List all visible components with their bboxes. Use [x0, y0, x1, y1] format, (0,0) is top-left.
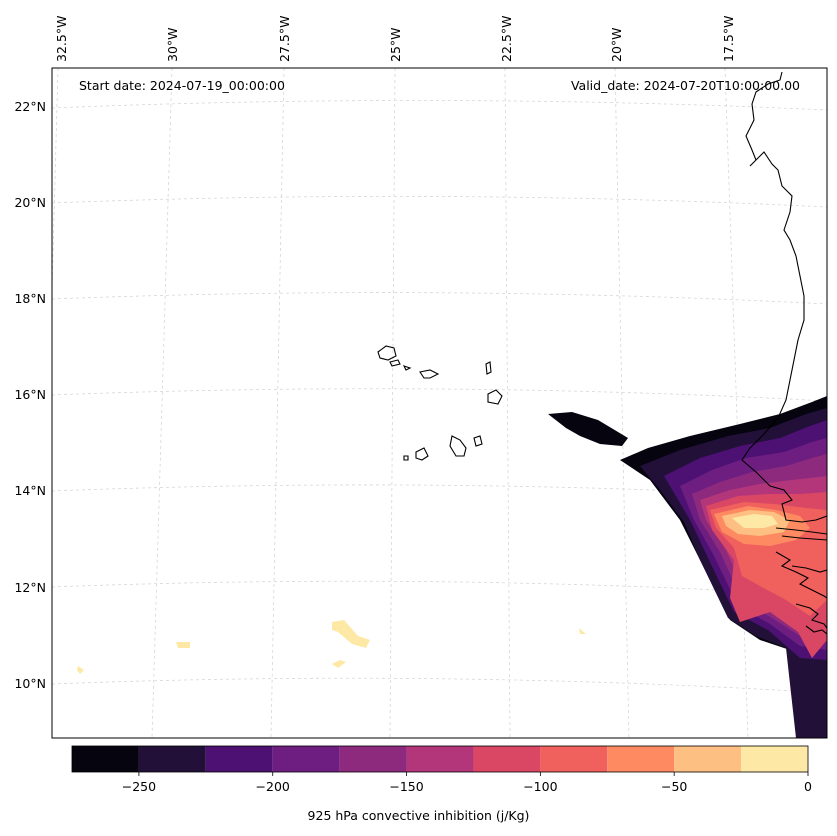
coastline-gambia [775, 527, 827, 541]
gridline-lon-27-5 [270, 68, 285, 738]
lon-label-32-5w: 32.5°W [54, 16, 69, 62]
colorbar-ticks: −250 −200 −150 −100 −50 0 [122, 772, 812, 794]
cin-patch-2 [332, 660, 346, 668]
gridline-lon-25 [389, 68, 396, 738]
lat-label-12n: 12°N [14, 580, 46, 595]
colorbar-frame [71, 745, 809, 773]
gridline-lat-20 [52, 195, 827, 208]
lat-label-10n: 10°N [14, 676, 46, 691]
cin-patch-1 [332, 620, 370, 648]
gridline-lat-16 [52, 388, 827, 402]
colorbar-tick-label: −50 [661, 779, 687, 794]
colorbar-cell [741, 746, 808, 772]
start-date-annotation: Start date: 2024-07-19_00:00:00 [79, 78, 285, 93]
lon-label-17-5w: 17.5°W [721, 16, 736, 62]
gridline-lon-30 [151, 68, 173, 738]
coastlines [377, 71, 827, 635]
cin-band-pale-yellow [732, 514, 778, 528]
colorbar-tick-label: −100 [523, 779, 557, 794]
cin-contours [77, 396, 827, 738]
colorbar-cell [607, 746, 675, 772]
gridline-lat-10 [52, 677, 827, 694]
longitude-labels: 32.5°W 30°W 27.5°W 25°W 22.5°W 20°W 17.5… [54, 16, 736, 62]
colorbar-cell [540, 746, 608, 772]
colorbar-tick-label: −250 [122, 779, 156, 794]
lon-label-30w: 30°W [165, 27, 180, 62]
latitude-labels: 22°N 20°N 18°N 16°N 14°N 12°N 10°N [14, 99, 46, 691]
island-sao-nicolau [419, 369, 440, 379]
lon-label-25w: 25°W [388, 27, 403, 62]
coastline-guinea-bissau [775, 551, 827, 635]
gridline-lat-18 [52, 292, 827, 305]
cin-patch-5 [579, 628, 586, 634]
island-maio [473, 435, 483, 447]
colorbar-label: 925 hPa convective inhibition (j/Kg) [307, 808, 530, 823]
gridline-lat-14 [52, 484, 827, 499]
lon-label-22-5w: 22.5°W [499, 16, 514, 62]
coastline-africa [741, 71, 827, 523]
gridline-lon-20 [614, 68, 630, 738]
colorbar-cell [339, 746, 407, 772]
lat-label-22n: 22°N [14, 99, 46, 114]
coastline-sahel [791, 565, 827, 573]
island-santa-luzia [402, 365, 412, 371]
valid-date-annotation: Valid_date: 2024-07-20T10:00:00.00 [571, 78, 800, 93]
colorbar-cells [72, 746, 808, 772]
island-santiago [449, 435, 467, 457]
gridline-lon-22-5 [504, 68, 511, 738]
colorbar-cell [205, 746, 273, 772]
plot-frame [51, 67, 828, 739]
island-sal [485, 361, 492, 375]
colorbar-tick-label: 0 [804, 779, 812, 794]
lon-label-27-5w: 27.5°W [277, 16, 292, 62]
colorbar-tick-label: −200 [256, 779, 290, 794]
island-santo-antao [377, 345, 397, 361]
plot-area: Start date: 2024-07-19_00:00:00 Valid_da… [52, 68, 827, 738]
colorbar: −250 −200 −150 −100 −50 0 [71, 745, 812, 794]
lat-label-14n: 14°N [14, 483, 46, 498]
colorbar-cell [674, 746, 742, 772]
cin-patch-4 [77, 666, 84, 674]
colorbar-cell [72, 746, 139, 772]
lat-label-18n: 18°N [14, 291, 46, 306]
island-boa-vista [487, 389, 503, 405]
colorbar-cell [473, 746, 541, 772]
island-sao-vicente [389, 359, 401, 367]
lon-label-20w: 20°W [609, 27, 624, 62]
colorbar-cell [138, 746, 206, 772]
gridline-lat-12 [52, 580, 827, 597]
cin-band-darkest [548, 412, 628, 446]
island-brava [403, 455, 409, 461]
colorbar-tick-label: −150 [389, 779, 423, 794]
colorbar-cell [272, 746, 340, 772]
cin-patch-3 [176, 642, 190, 648]
island-fogo [415, 447, 429, 461]
lat-label-20n: 20°N [14, 195, 46, 210]
lat-label-16n: 16°N [14, 387, 46, 402]
gridline-lat-22 [52, 100, 827, 111]
colorbar-cell [406, 746, 474, 772]
